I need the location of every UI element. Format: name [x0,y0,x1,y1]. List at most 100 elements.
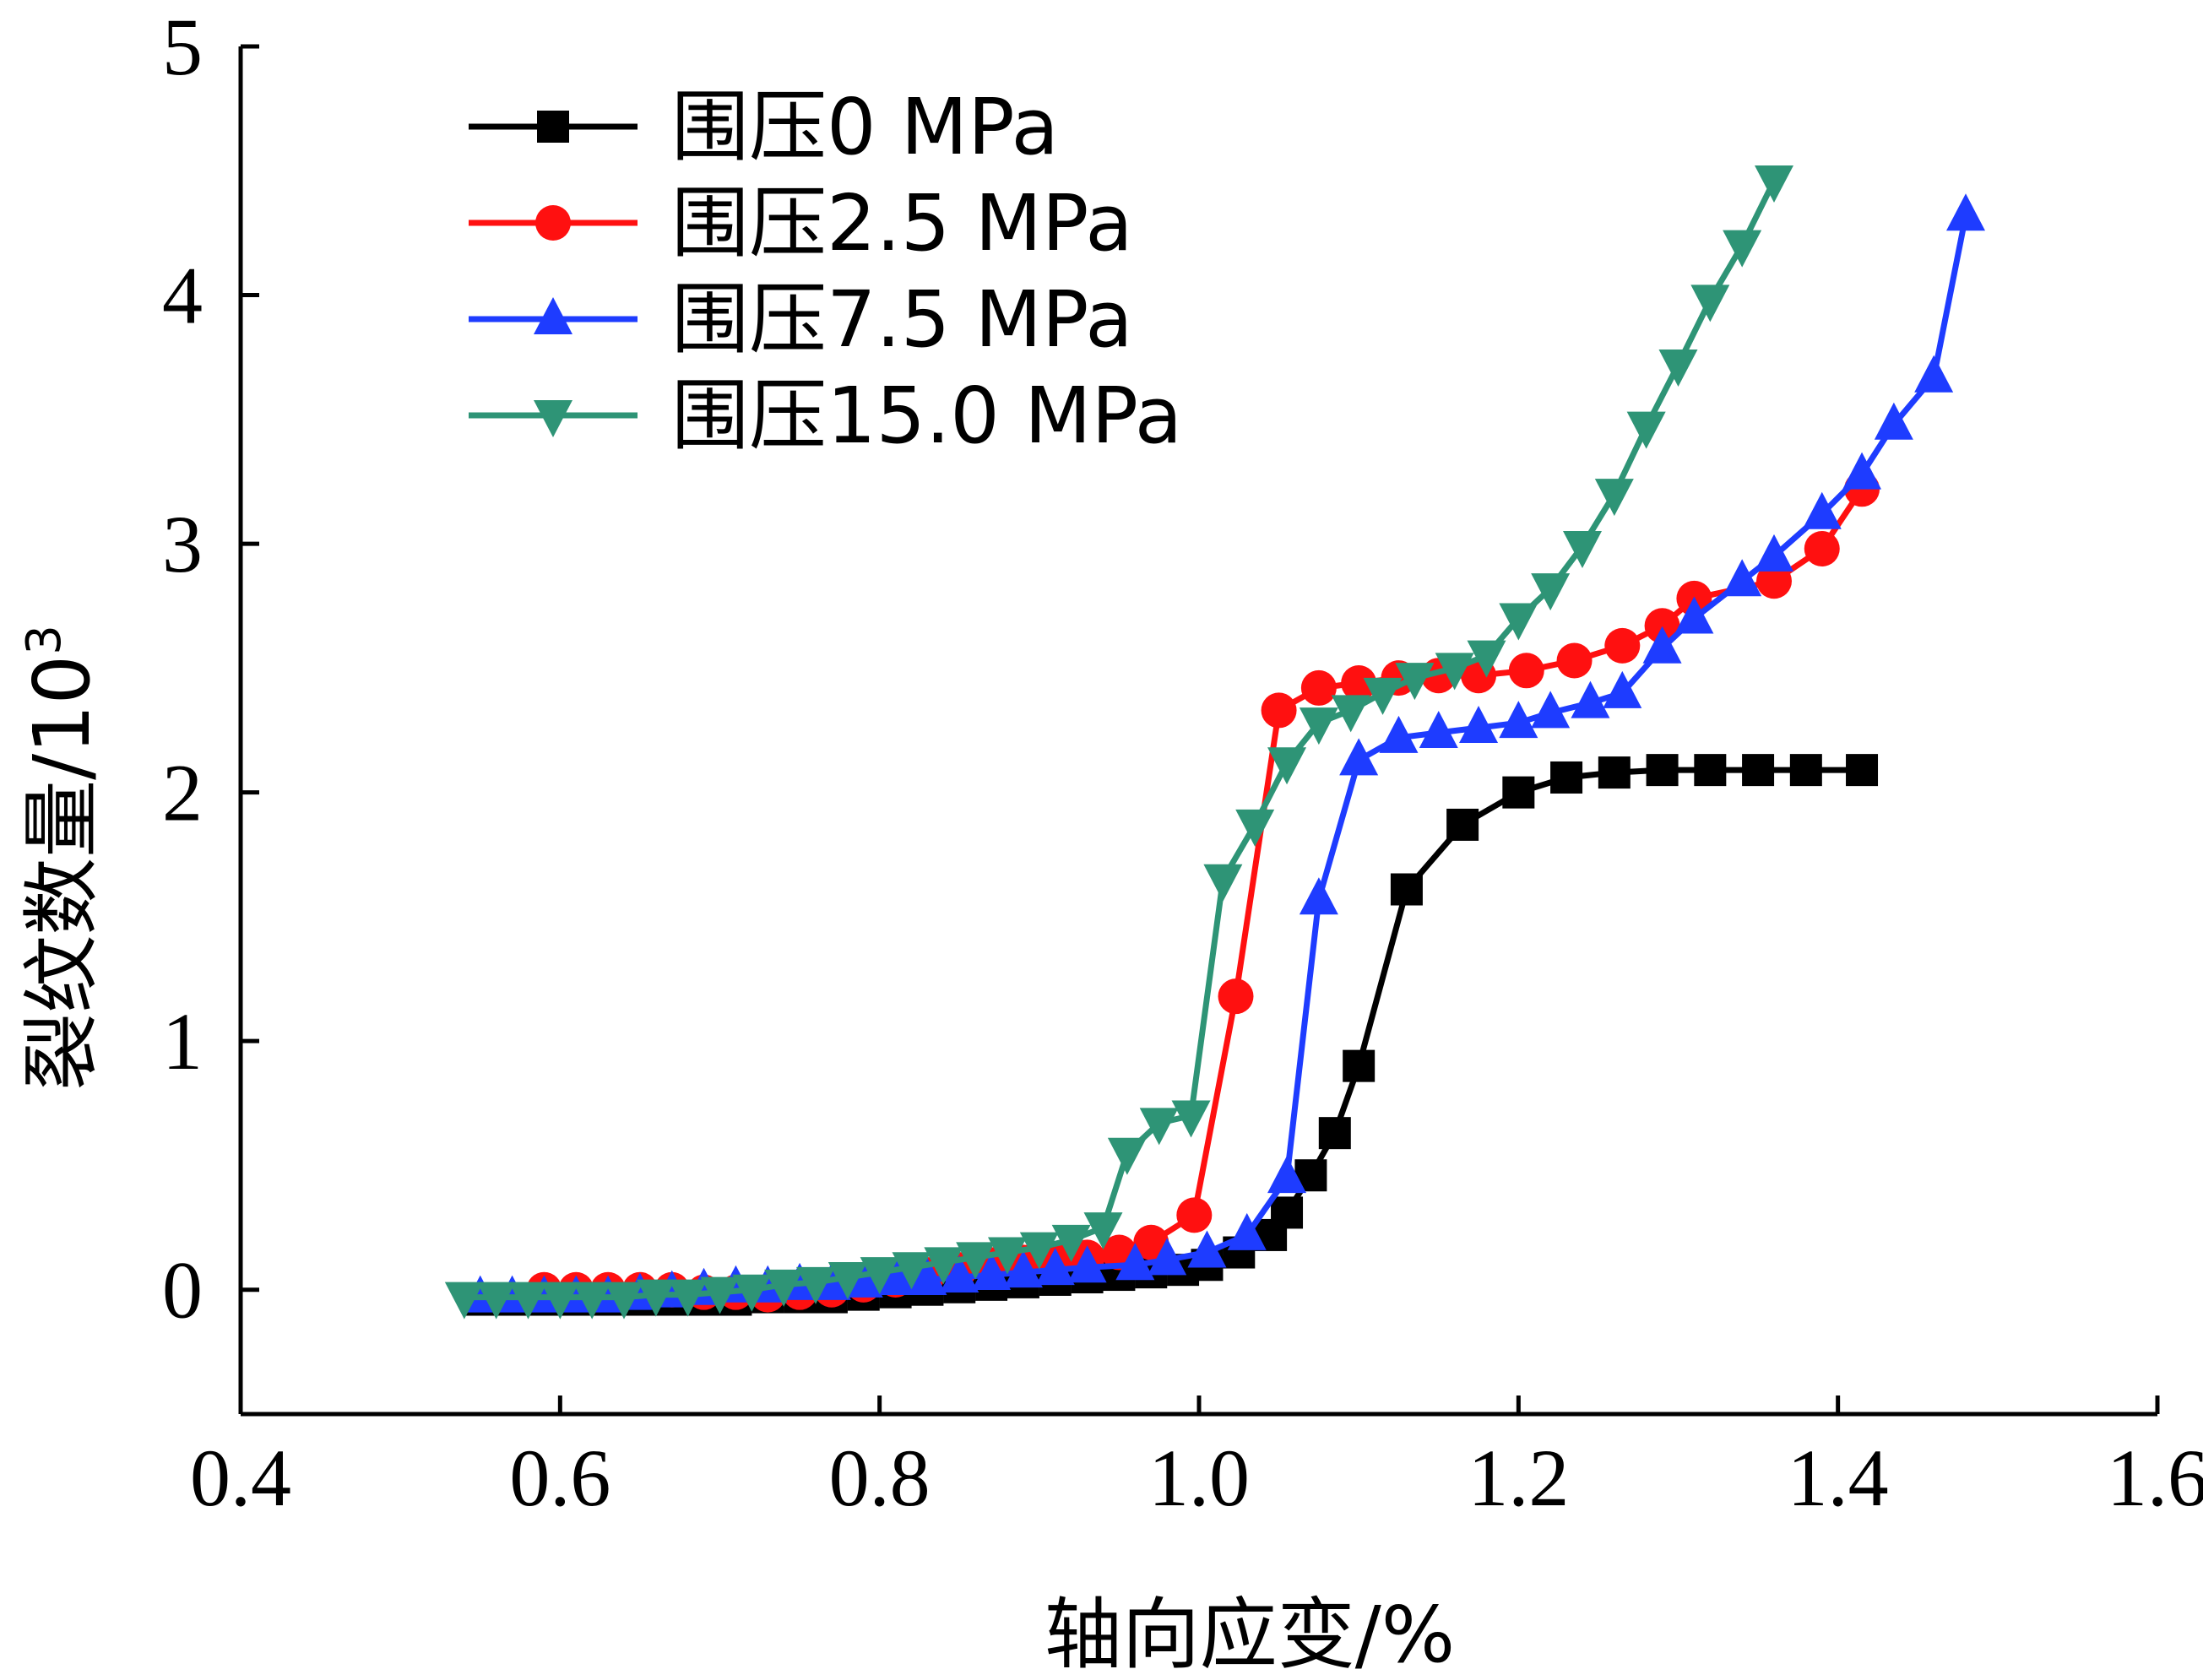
data-point [1626,411,1666,449]
data-point [908,1257,947,1295]
data-point [1467,640,1506,678]
y-tick-label: 0 [162,1245,203,1336]
legend-marker [534,297,572,334]
data-point [1133,1224,1169,1260]
data-point [1646,754,1679,787]
y-axis-title-main: 裂纹数量/10 [17,655,107,1091]
data-point [1343,1049,1376,1082]
data-point [1203,864,1243,902]
data-point [668,1279,708,1317]
data-point [1318,1117,1351,1150]
x-tick-label: 0.8 [829,1433,931,1523]
data-point [732,1274,772,1312]
data-point [827,1262,867,1299]
data-point [1802,491,1842,529]
data-point [700,1276,740,1314]
data-point [876,1257,915,1295]
data-point [1604,627,1641,664]
data-point [1176,1197,1213,1233]
data-point [844,1260,883,1298]
data-point [956,1242,996,1280]
data-point [1742,754,1775,787]
data-point [1571,680,1610,718]
data-point [1723,230,1762,268]
data-point [572,1282,612,1320]
legend-marker [535,205,571,241]
data-point [1003,1250,1043,1288]
data-point [1642,626,1682,664]
data-point [1598,756,1631,789]
legend-label: 围压15.0 MPa [671,371,1182,461]
data-point [1035,1248,1075,1286]
data-point [796,1266,835,1304]
data-point [1531,573,1571,611]
data-point [1083,1212,1123,1250]
legend-item: 围压2.5 MPa [469,178,1133,268]
data-point [605,1282,643,1320]
data-point [1271,1196,1304,1229]
y-tick-label: 5 [162,2,203,92]
data-point [1644,608,1680,644]
data-point [508,1282,548,1320]
data-point [1842,452,1882,490]
data-point [1756,563,1792,599]
data-point [1508,653,1544,689]
data-point [1499,603,1538,641]
data-point [1755,534,1793,572]
data-point [1067,1245,1107,1283]
data-point [972,1253,1012,1291]
data-point [1435,653,1474,691]
data-point [1531,691,1571,729]
data-point [1171,1100,1211,1138]
data-point [1603,670,1642,708]
data-point [636,1279,676,1317]
data-point [1390,873,1423,906]
legend-item: 围压15.0 MPa [469,371,1182,461]
data-point [1300,669,1337,706]
data-point [1339,738,1379,776]
data-point [1051,1224,1091,1262]
x-axis-title: 轴向应变/% [1045,1590,1455,1680]
data-point [1789,754,1822,787]
data-point [940,1255,979,1293]
data-point [1267,747,1307,785]
data-point [1187,1230,1227,1268]
data-point [892,1252,931,1290]
data-point [1874,402,1913,440]
data-point [1267,1156,1307,1194]
data-point [1846,754,1879,787]
data-point [988,1237,1027,1275]
legend-item: 围压7.5 MPa [469,274,1133,365]
y-ticks: 0 1 2 3 4 5 [162,2,259,1336]
data-point [1674,596,1714,634]
x-tick-label: 1.6 [2107,1433,2203,1523]
data-point [1235,809,1275,847]
data-point [1594,479,1634,517]
data-point [1694,754,1727,787]
data-point [1502,776,1535,809]
data-point [1107,1137,1147,1175]
y-tick-label: 2 [162,748,203,838]
data-point [1550,761,1583,794]
data-point [1395,663,1435,701]
legend-item: 围压0 MPa [469,82,1059,172]
x-tick-label: 1.2 [1468,1433,1569,1523]
data-point [1804,530,1840,566]
data-point [1227,1212,1267,1250]
x-tick-label: 1.0 [1148,1433,1250,1523]
data-point [1723,559,1762,597]
data-point [860,1257,899,1295]
data-point [764,1269,804,1307]
series-1 [526,471,1880,1313]
data-point [1139,1108,1179,1146]
data-point [1331,695,1370,733]
legend-marker [534,400,572,437]
data-point [1148,1238,1187,1276]
data-point [1299,877,1338,915]
data-point [1755,165,1793,203]
y-axis-title-exponent: 3 [17,625,72,655]
data-point [1261,692,1297,729]
data-point [1115,1243,1155,1281]
x-tick-label: 0.6 [509,1433,610,1523]
